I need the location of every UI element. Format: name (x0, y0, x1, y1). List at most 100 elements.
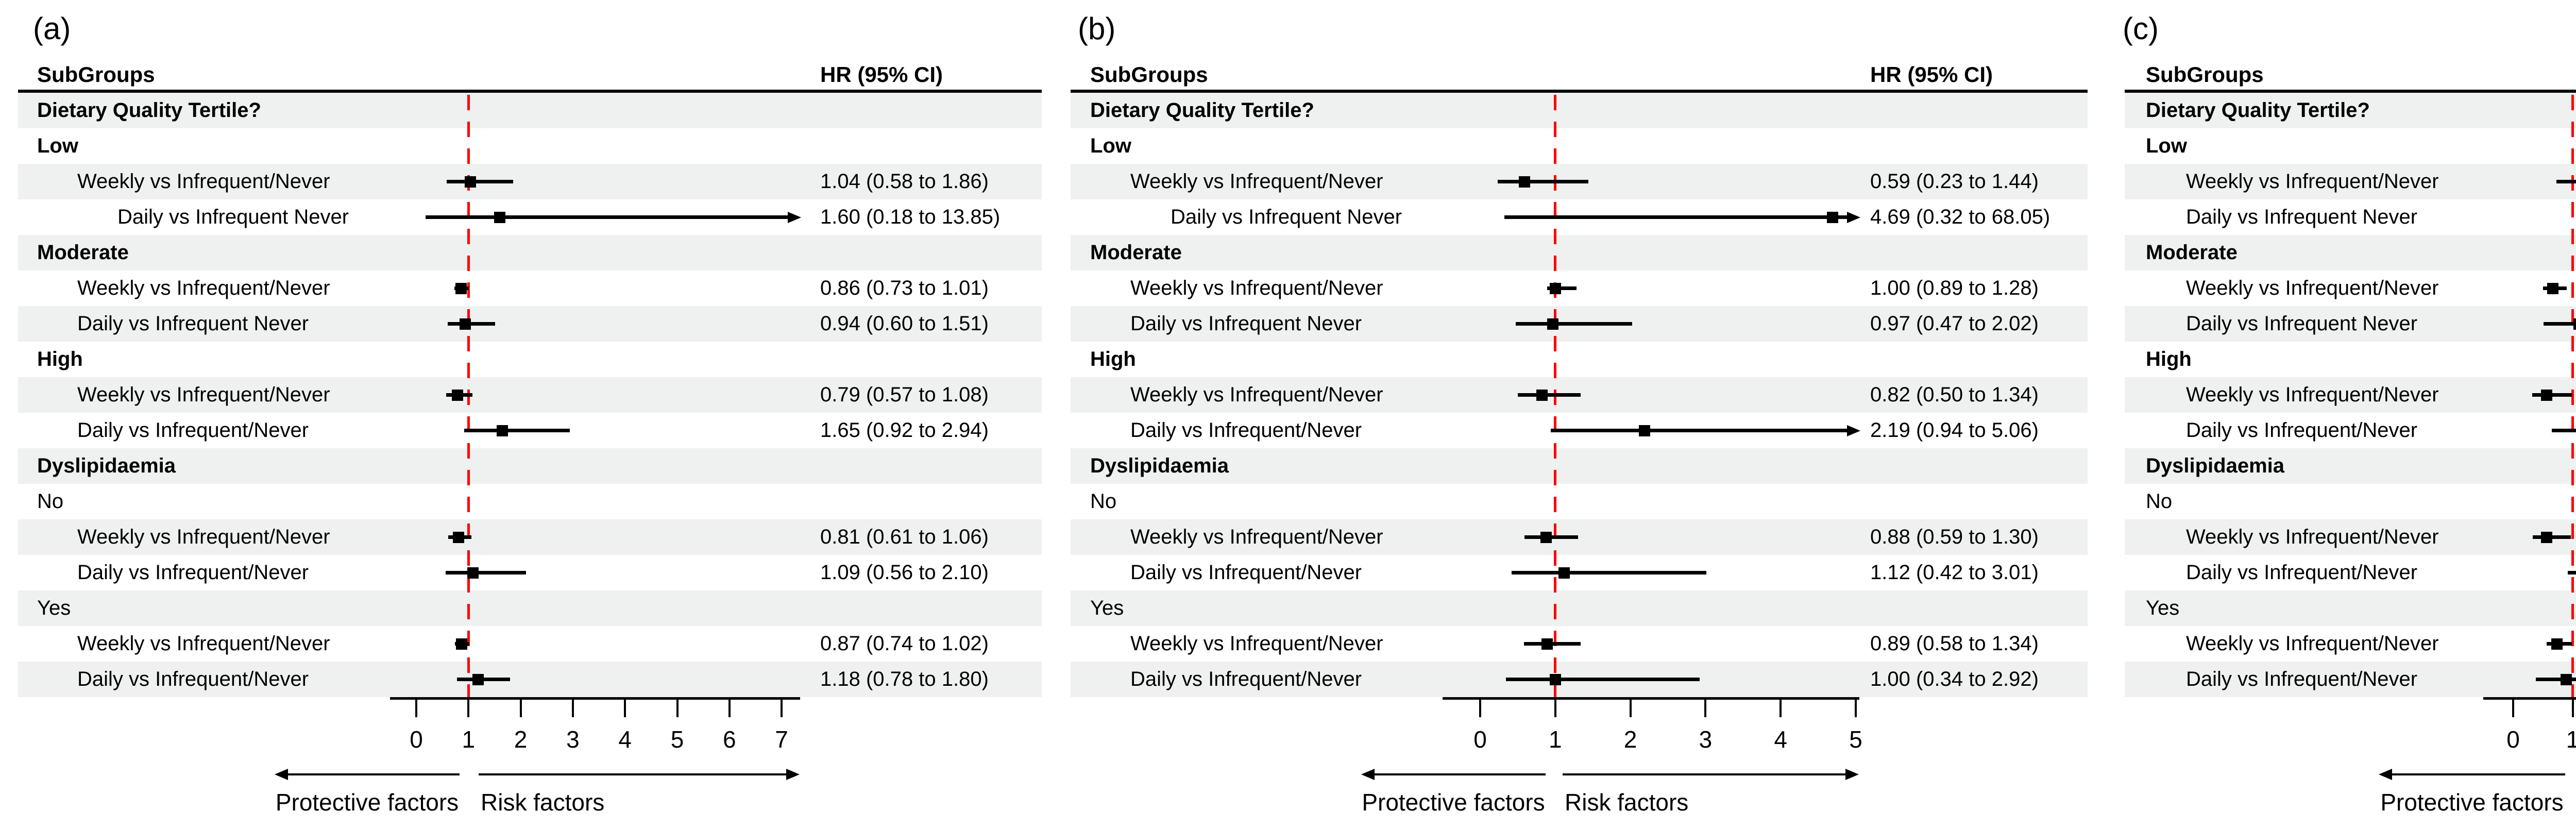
x-axis-tick (519, 700, 522, 717)
reference-line (2571, 95, 2574, 697)
x-axis-tick (676, 700, 679, 717)
ci-line (2535, 678, 2576, 681)
subgroup-header-label: Moderate (1090, 241, 1182, 264)
hr-ci-value: 0.88 (0.59 to 1.30) (1870, 526, 2039, 548)
subgroup-row-label: Weekly vs Infrequent/Never (77, 383, 330, 406)
row-stripe (2125, 448, 2576, 484)
hr-point-marker (1541, 638, 1553, 650)
subgroup-row-label: Weekly vs Infrequent/Never (77, 170, 330, 193)
row-stripe (18, 235, 1042, 271)
ci-line (457, 678, 511, 681)
subgroup-header-label: High (2146, 348, 2192, 370)
hr-ci-value: 0.82 (0.50 to 1.34) (1870, 383, 2039, 406)
row-stripe (18, 590, 1042, 626)
row-stripe (1071, 590, 2088, 626)
x-axis-tick-label: 0 (410, 726, 423, 753)
column-header-subgroups: SubGroups (1090, 62, 1208, 87)
ci-clip-arrow (1847, 425, 1861, 436)
x-axis-tick-label: 0 (1473, 726, 1487, 753)
x-axis-tick (467, 700, 470, 717)
x-axis-tick (624, 700, 626, 717)
header-rule (2125, 90, 2576, 93)
subgroup-row-label: Weekly vs Infrequent/Never (2186, 632, 2439, 655)
hr-point-marker (2573, 318, 2576, 330)
column-header-subgroups: SubGroups (2146, 62, 2264, 87)
row-stripe (18, 662, 1042, 697)
header-rule (1071, 90, 2088, 93)
x-axis-tick-label: 1 (1549, 726, 1562, 753)
x-axis-tick-label: 5 (1849, 726, 1862, 753)
subgroup-row-label: Weekly vs Infrequent/Never (1130, 170, 1383, 193)
hr-ci-value: 0.86 (0.73 to 1.01) (820, 277, 989, 299)
x-axis-line (390, 697, 800, 700)
header-rule (18, 90, 1042, 93)
x-axis-tick-label: 2 (1623, 726, 1637, 753)
risk-arrow-head-icon (786, 769, 800, 780)
x-axis-line (2483, 697, 2576, 700)
hr-point-marker (1536, 389, 1548, 401)
subgroup-row-label: Daily vs Infrequent/Never (2186, 419, 2418, 442)
row-stripe (2125, 519, 2576, 555)
x-axis-tick (2512, 700, 2514, 717)
hr-point-marker (2560, 673, 2572, 685)
x-axis-tick-label: 0 (2506, 726, 2520, 753)
hr-point-marker (2540, 531, 2552, 543)
subgroup-row-label: Daily vs Infrequent/Never (77, 419, 309, 442)
subgroup-row-label: Daily vs Infrequent/Never (2186, 561, 2418, 584)
hr-point-marker (453, 531, 465, 543)
ci-line (445, 571, 526, 574)
ci-line (464, 429, 570, 432)
subgroup-row-label: Yes (37, 597, 71, 619)
x-axis-tick (415, 700, 417, 717)
row-stripe (2125, 590, 2576, 626)
row-stripe (1071, 519, 2088, 555)
subgroup-row-label: Weekly vs Infrequent/Never (1130, 383, 1383, 406)
subgroup-header-label: High (37, 348, 83, 370)
x-axis-tick-label: 4 (1774, 726, 1787, 753)
hr-ci-value: 2.19 (0.94 to 5.06) (1870, 419, 2039, 442)
row-stripe (18, 377, 1042, 413)
hr-ci-value: 1.00 (0.89 to 1.28) (1870, 277, 2039, 299)
hr-ci-value: 0.94 (0.60 to 1.51) (820, 312, 989, 335)
x-axis-tick (1855, 700, 1857, 717)
row-stripe (2125, 306, 2576, 342)
x-axis-tick-label: 6 (723, 726, 736, 753)
subgroup-header-label: High (1090, 348, 1136, 370)
subgroup-header-label: Dietary Quality Tertile? (37, 99, 261, 122)
subgroup-header-label: Low (37, 134, 78, 157)
x-axis-tick (2571, 700, 2574, 717)
subgroup-row-label: No (2146, 490, 2173, 513)
subgroup-row-label: Daily vs Infrequent Never (2186, 312, 2418, 335)
row-stripe (18, 306, 1042, 342)
protective-arrow-head-icon (275, 769, 288, 780)
protective-arrow-line (2389, 773, 2565, 775)
protective-arrow-head-icon (2379, 769, 2392, 780)
ci-line (1504, 215, 1848, 219)
hr-ci-value: 1.18 (0.78 to 1.80) (820, 668, 989, 690)
subgroup-header-label: Dietary Quality Tertile? (2146, 99, 2370, 122)
protective-arrow-head-icon (1361, 769, 1375, 780)
subgroup-header-label: Dyslipidaemia (2146, 454, 2285, 477)
row-stripe (18, 448, 1042, 484)
forest-panel-a: (a) SubGroups HR (95% CI) Dietary Quality T… (0, 0, 1045, 828)
subgroup-header-label: Low (2146, 134, 2187, 157)
risk-arrow-head-icon (1845, 769, 1859, 780)
forest-panel-b: (b) SubGroups HR (95% CI) Dietary Quality T… (1045, 0, 2090, 828)
subgroup-header-label: Moderate (37, 241, 129, 264)
subgroup-row-label: Weekly vs Infrequent/Never (2186, 277, 2439, 299)
hr-ci-value: 1.09 (0.56 to 2.10) (820, 561, 989, 584)
hr-ci-value: 1.65 (0.92 to 2.94) (820, 419, 989, 442)
hr-point-marker (1547, 318, 1559, 330)
subgroup-row-label: Daily vs Infrequent/Never (1130, 668, 1362, 690)
hr-point-marker (1826, 211, 1838, 223)
hr-point-marker (1549, 673, 1561, 685)
x-axis-tick (1629, 700, 1632, 717)
x-axis-tick-label: 4 (618, 726, 632, 753)
risk-arrow-line (479, 773, 789, 775)
subgroup-row-label: Weekly vs Infrequent/Never (77, 526, 330, 548)
hr-ci-value: 1.60 (0.18 to 13.85) (820, 206, 1001, 228)
x-axis-tick (1780, 700, 1782, 717)
subgroup-row-label: No (1090, 490, 1117, 513)
hr-point-marker (467, 567, 479, 579)
